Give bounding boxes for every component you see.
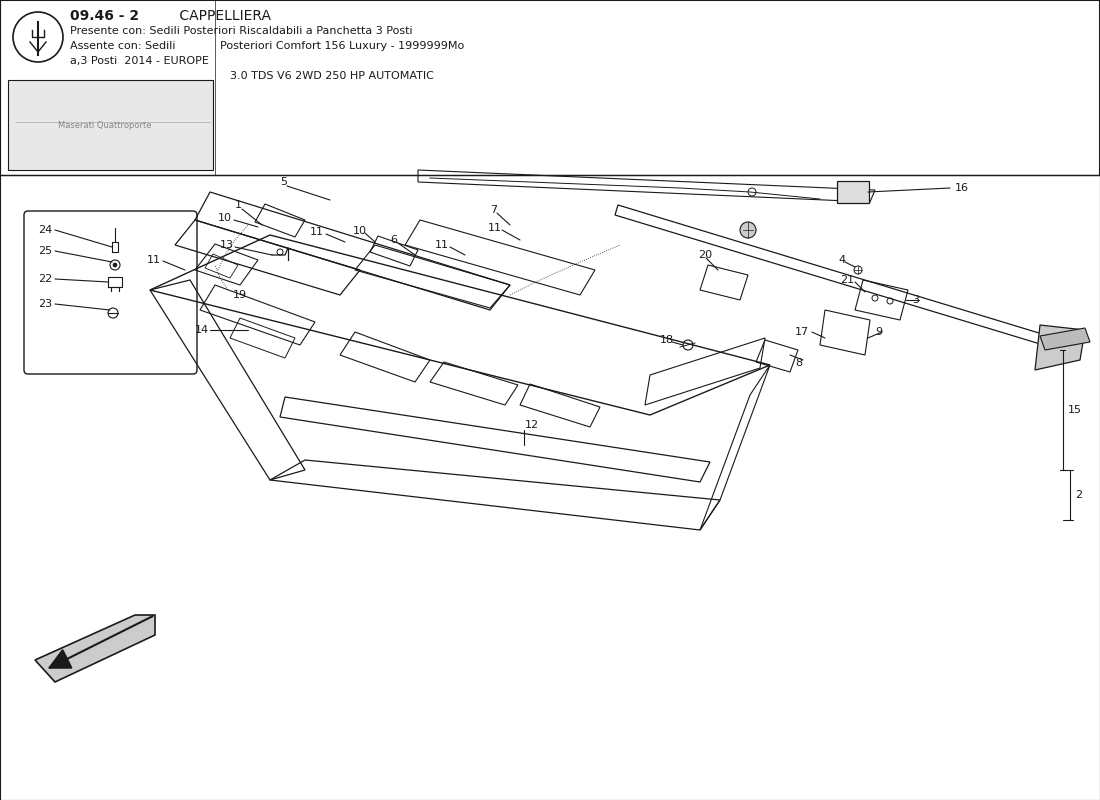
Text: 9: 9 — [874, 327, 882, 337]
Text: a,3 Posti  2014 - EUROPE: a,3 Posti 2014 - EUROPE — [70, 56, 209, 66]
Text: 16: 16 — [955, 183, 969, 193]
Bar — [8, 80, 213, 170]
Text: Presente con: Sedili Posteriori Riscaldabili a Panchetta 3 Posti: Presente con: Sedili Posteriori Riscalda… — [70, 26, 412, 36]
Text: 22: 22 — [39, 274, 53, 284]
Text: 8: 8 — [795, 358, 802, 368]
Text: 24: 24 — [39, 225, 53, 235]
Circle shape — [740, 222, 756, 238]
Text: 19: 19 — [233, 290, 248, 300]
Text: 13: 13 — [220, 240, 234, 250]
Polygon shape — [35, 615, 155, 682]
Text: 3.0 TDS V6 2WD 250 HP AUTOMATIC: 3.0 TDS V6 2WD 250 HP AUTOMATIC — [230, 71, 433, 81]
Text: 14: 14 — [195, 325, 209, 335]
Text: 21: 21 — [840, 275, 854, 285]
Text: 11: 11 — [434, 240, 449, 250]
FancyBboxPatch shape — [24, 211, 197, 374]
Text: 17: 17 — [795, 327, 810, 337]
Polygon shape — [1040, 328, 1090, 350]
Text: 10: 10 — [353, 226, 367, 236]
Text: 10: 10 — [218, 213, 232, 223]
Text: 6: 6 — [390, 235, 397, 245]
Circle shape — [113, 263, 117, 267]
Text: 4: 4 — [838, 255, 845, 265]
Text: CAPPELLIERA: CAPPELLIERA — [175, 9, 271, 23]
Text: 20: 20 — [698, 250, 712, 260]
Text: 11: 11 — [488, 223, 502, 233]
Text: 09.46 - 2: 09.46 - 2 — [70, 9, 139, 23]
Text: 2: 2 — [1075, 490, 1082, 500]
Text: 5: 5 — [280, 177, 287, 187]
Text: Assente con: Sedili: Assente con: Sedili — [70, 41, 176, 51]
Text: Posteriori Comfort 156 Luxury - 1999999Mo: Posteriori Comfort 156 Luxury - 1999999M… — [220, 41, 464, 51]
Text: 23: 23 — [39, 299, 52, 309]
Text: 15: 15 — [1068, 405, 1082, 415]
Text: 11: 11 — [310, 227, 324, 237]
Text: 18: 18 — [660, 335, 674, 345]
FancyBboxPatch shape — [837, 181, 869, 203]
Text: 12: 12 — [525, 420, 539, 430]
Text: 25: 25 — [39, 246, 52, 256]
Text: 3: 3 — [912, 295, 918, 305]
Text: 11: 11 — [147, 255, 161, 265]
Text: 7: 7 — [490, 205, 497, 215]
Text: 1: 1 — [235, 200, 242, 210]
Polygon shape — [1035, 325, 1085, 370]
Text: Maserati Quattroporte: Maserati Quattroporte — [58, 121, 152, 130]
